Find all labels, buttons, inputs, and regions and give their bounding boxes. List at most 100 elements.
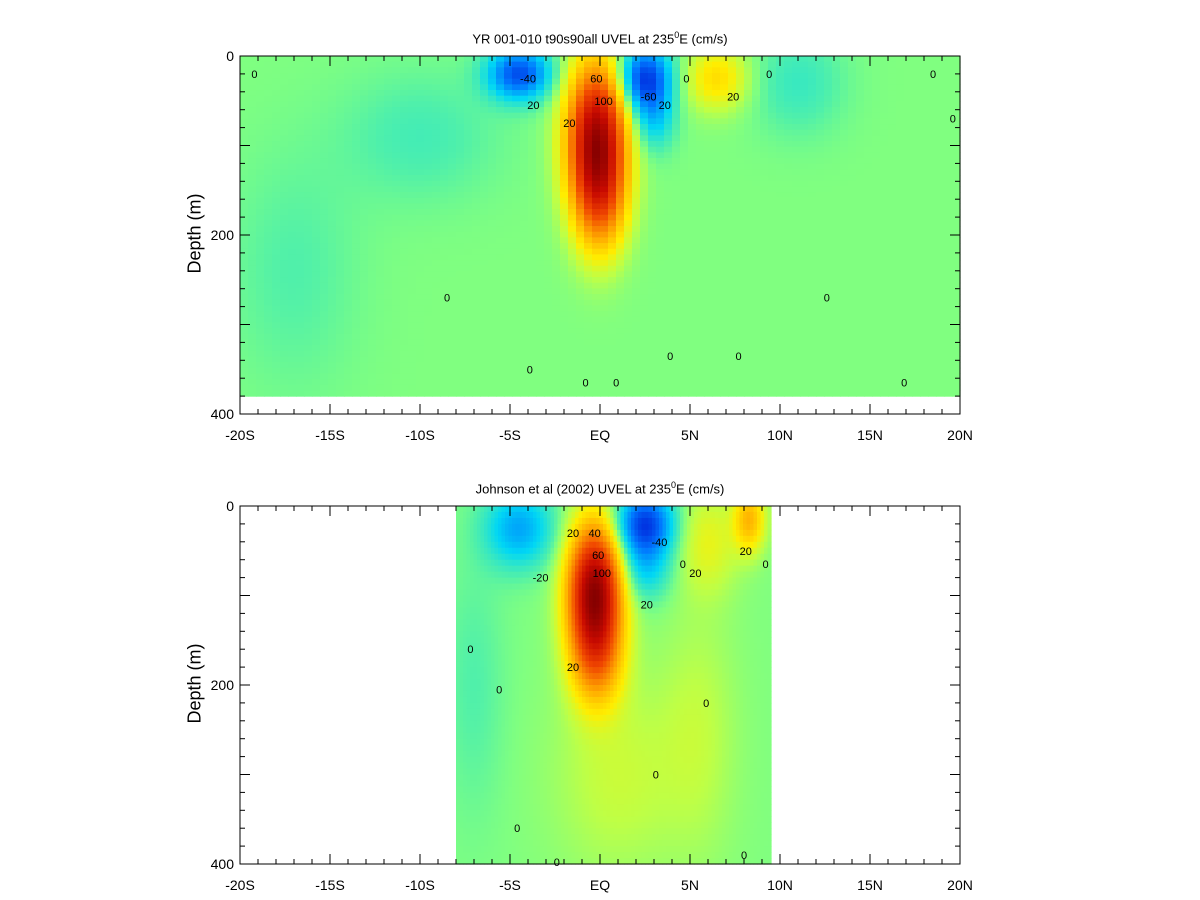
field-cell [432,288,441,295]
field-cell [864,356,873,363]
field-cell [552,192,561,199]
field-cell [824,373,833,380]
field-cell [472,84,481,91]
field-cell [832,390,841,397]
field-cell [896,356,905,363]
field-cell [648,367,657,375]
field-cell [744,192,753,199]
field-cell [456,282,465,290]
field-cell [608,288,617,295]
field-cell [520,135,529,142]
field-cell [528,118,537,125]
field-cell [304,362,313,369]
field-cell [456,118,465,125]
field-cell [808,356,817,363]
field-cell [408,175,417,182]
field-cell [832,339,841,346]
field-cell [784,316,793,324]
field-cell [784,226,793,233]
field-cell [400,112,409,119]
field-cell [808,384,817,392]
field-cell [632,333,641,341]
field-cell [352,390,361,397]
field-cell [568,277,577,284]
field-cell [544,243,553,250]
field-cell [504,226,513,233]
field-cell [888,158,897,165]
field-cell [616,288,625,295]
field-cell [640,311,649,318]
field-cell [384,180,393,187]
field-cell [728,158,737,165]
field-cell [264,237,273,244]
field-cell [816,209,825,216]
field-cell [312,192,321,199]
field-cell [248,90,257,97]
field-cell [368,316,377,324]
field-cell [416,311,425,318]
field-cell [288,260,297,267]
field-cell [280,299,289,307]
field-cell [424,367,433,375]
field-cell [312,61,321,68]
field-cell [672,305,681,312]
field-cell [368,328,377,335]
field-cell [352,350,361,358]
field-cell [824,288,833,295]
field-cell [376,67,385,74]
field-cell [832,220,841,227]
field-cell [320,107,329,114]
field-cell [712,141,721,148]
field-cell [720,158,729,165]
field-cell [608,124,617,131]
field-cell [880,152,889,159]
field-cell [824,214,833,221]
field-cell [856,299,865,307]
field-cell [280,141,289,148]
field-cell [600,339,609,346]
field-cell [464,152,473,159]
field-cell [624,84,633,91]
field-cell [896,101,905,108]
field-cell [248,356,257,363]
field-cell [720,243,729,250]
field-cell [616,163,625,170]
field-cell [696,299,705,307]
field-cell [416,390,425,397]
field-cell [424,192,433,199]
field-cell [552,248,561,255]
field-cell [520,288,529,295]
field-cell [832,112,841,119]
field-cell [432,209,441,216]
field-cell [448,180,457,187]
field-cell [896,305,905,312]
field-cell [800,141,809,148]
field-cell [368,379,377,386]
field-cell [584,282,593,290]
field-cell [560,311,569,318]
field-cell [384,379,393,386]
field-cell [544,356,553,363]
field-cell [704,135,713,142]
field-cell [672,294,681,301]
field-cell [744,152,753,159]
field-cell [296,73,305,80]
field-cell [800,316,809,324]
field-cell [704,169,713,176]
field-cell [312,350,321,358]
field-cell [568,305,577,312]
field-cell [440,260,449,267]
field-cell [688,243,697,250]
field-cell [864,56,873,63]
field-cell [752,316,761,324]
field-cell [528,209,537,216]
field-cell [256,277,265,284]
field-cell [328,328,337,335]
field-cell [760,141,769,148]
field-cell [408,101,417,108]
field-cell [776,141,785,148]
field-cell [832,333,841,341]
field-cell [872,373,881,380]
field-cell [680,254,689,261]
field-cell [360,203,369,210]
